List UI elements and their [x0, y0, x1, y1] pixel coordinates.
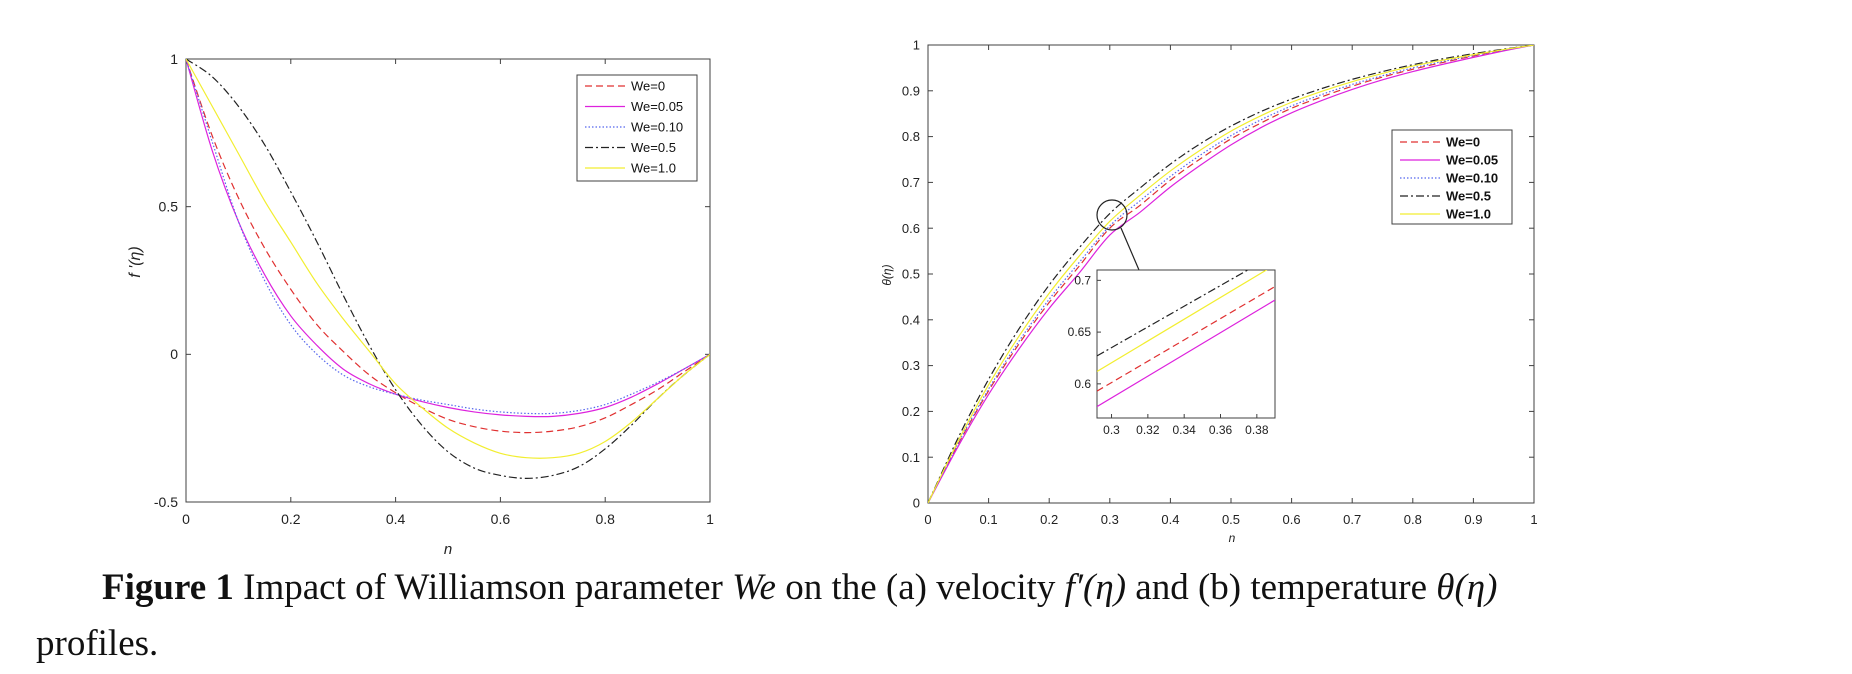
x-tick-label: 0.6 — [1283, 512, 1301, 527]
caption-figure-number: Figure 1 — [102, 567, 234, 608]
inset-x-tick-label: 0.38 — [1245, 423, 1269, 437]
series-line-we-0-5 — [186, 59, 710, 479]
legend-label: We=0.5 — [1446, 189, 1491, 204]
chart-b-legend-box — [1391, 129, 1513, 225]
inset-series-line — [1097, 270, 1268, 372]
chart-a-xlabel: n — [444, 541, 452, 558]
series-line-we-0-5 — [928, 45, 1534, 503]
x-tick-label: 0 — [182, 511, 190, 527]
zoom-pointer-line — [1120, 227, 1140, 271]
series-line-we-0-10 — [186, 59, 710, 415]
legend-label: We=0.05 — [631, 99, 683, 114]
x-tick-label: 0.2 — [281, 511, 301, 527]
chart-b-axis-ticks: 0 0.1 0.2 0.3 0.4 0.5 0.6 0.7 0.8 0.9 100.10.20.30… — [902, 38, 1538, 527]
legend-label: We=0.05 — [1446, 153, 1498, 168]
chart-a-plot-area — [185, 58, 711, 503]
series-line-we-1-0 — [928, 45, 1534, 503]
y-tick-label: 0.1 — [902, 450, 920, 465]
x-tick-label: 0.8 — [595, 511, 615, 527]
y-tick-label: 0.4 — [902, 312, 920, 327]
chart-a-legend-box — [576, 74, 698, 182]
x-tick-label: 0.4 — [1161, 512, 1179, 527]
x-tick-label: 0.6 — [491, 511, 511, 527]
y-tick-label: 0.2 — [902, 404, 920, 419]
y-tick-label: 0.5 — [902, 267, 920, 282]
x-tick-label: 1 — [706, 511, 714, 527]
legend-label: We=1.0 — [1446, 207, 1491, 222]
chart-a-series — [186, 59, 710, 479]
series-line-we-1-0 — [186, 59, 710, 459]
series-line-we-0-05 — [186, 59, 710, 418]
chart-b-ylabel: θ(η) — [880, 264, 894, 285]
legend-label: We=0 — [631, 79, 665, 94]
caption-temperature-symbol: θ(η) — [1436, 567, 1498, 608]
inset-axis-ticks: 0.3 0.32 0.34 0.36 0.38 0.6 0.65 0.7 — [1068, 273, 1269, 437]
inset-series-line — [1097, 299, 1275, 408]
inset-y-tick-label: 0.6 — [1074, 377, 1091, 391]
y-tick-label: 1 — [913, 38, 920, 53]
x-tick-label: 0.3 — [1101, 512, 1119, 527]
series-line-we-0-10 — [928, 45, 1534, 503]
x-tick-label: 0.4 — [386, 511, 406, 527]
y-tick-label: 1 — [170, 51, 178, 67]
chart-b-inset: 0.3 0.32 0.34 0.36 0.38 0.6 0.65 0.7 — [1068, 269, 1276, 437]
chart-a-axis-ticks: 0 0.2 0.4 0.6 0.8 1-0.500.51 — [154, 51, 714, 527]
caption-text-4: profiles. — [36, 623, 159, 664]
y-tick-label: 0.6 — [902, 221, 920, 236]
legend-label: We=1.0 — [631, 161, 676, 176]
x-tick-label: 0.8 — [1404, 512, 1422, 527]
caption-text-1: Impact of Williamson parameter — [233, 567, 733, 608]
inset-y-tick-label: 0.65 — [1068, 325, 1092, 339]
chart-b-series — [928, 45, 1534, 503]
x-tick-label: 1 — [1530, 512, 1537, 527]
caption-text-2: on the (a) velocity — [775, 567, 1065, 608]
legend-label: We=0.10 — [631, 120, 683, 135]
x-tick-label: 0.9 — [1464, 512, 1482, 527]
series-line-we-0-05 — [928, 45, 1534, 503]
y-tick-label: 0.7 — [902, 175, 920, 190]
legend-label: We=0.5 — [631, 140, 676, 155]
chart-a: 0 0.2 0.4 0.6 0.8 1-0.500.51 f '(η) n We=0We=… — [127, 51, 714, 558]
x-tick-label: 0.1 — [980, 512, 998, 527]
y-tick-label: 0.3 — [902, 358, 920, 373]
caption-text-3: and (b) temperature — [1126, 567, 1437, 608]
inset-x-tick-label: 0.34 — [1173, 423, 1197, 437]
x-tick-label: 0.7 — [1343, 512, 1361, 527]
chart-b: 0 0.1 0.2 0.3 0.4 0.5 0.6 0.7 0.8 0.9 100.10.20.30… — [880, 38, 1538, 545]
legend-label: We=0.10 — [1446, 171, 1498, 186]
inset-series — [1097, 270, 1275, 408]
x-tick-label: 0 — [924, 512, 931, 527]
y-tick-label: 0 — [913, 496, 920, 511]
x-tick-label: 0.5 — [1222, 512, 1240, 527]
legend-label: We=0 — [1446, 135, 1480, 150]
inset-series-line — [1097, 286, 1275, 392]
chart-b-xlabel: n — [1229, 531, 1236, 545]
inset-series-line — [1097, 270, 1249, 357]
chart-a-legend: We=0 We=0.05 We=0.10 We=0.5 We=1.0 — [576, 74, 698, 182]
x-tick-label: 0.2 — [1040, 512, 1058, 527]
y-tick-label: 0.5 — [159, 199, 179, 215]
y-tick-label: -0.5 — [154, 494, 178, 510]
figure-caption: Figure 1 Impact of Williamson parameter … — [36, 560, 1826, 672]
y-tick-label: 0.9 — [902, 83, 920, 98]
inset-x-tick-label: 0.36 — [1209, 423, 1233, 437]
caption-velocity-symbol: f′(η) — [1064, 567, 1127, 608]
series-line-we-0 — [928, 45, 1534, 503]
y-tick-label: 0 — [170, 346, 178, 362]
y-tick-label: 0.8 — [902, 129, 920, 144]
chart-b-legend: We=0 We=0.05 We=0.10 We=0.5 We=1.0 — [1391, 129, 1513, 225]
inset-x-tick-label: 0.3 — [1103, 423, 1120, 437]
series-line-we-0 — [186, 59, 710, 434]
chart-a-ylabel: f '(η) — [127, 246, 144, 277]
zoom-region-circle — [1096, 199, 1128, 231]
figure-canvas: 0 0.2 0.4 0.6 0.8 1-0.500.51 f '(η) n We=0We=… — [127, 38, 1538, 558]
caption-parameter: We — [732, 567, 776, 608]
inset-y-tick-label: 0.7 — [1074, 273, 1091, 287]
inset-plot-area — [1096, 269, 1276, 419]
inset-x-tick-label: 0.32 — [1136, 423, 1160, 437]
